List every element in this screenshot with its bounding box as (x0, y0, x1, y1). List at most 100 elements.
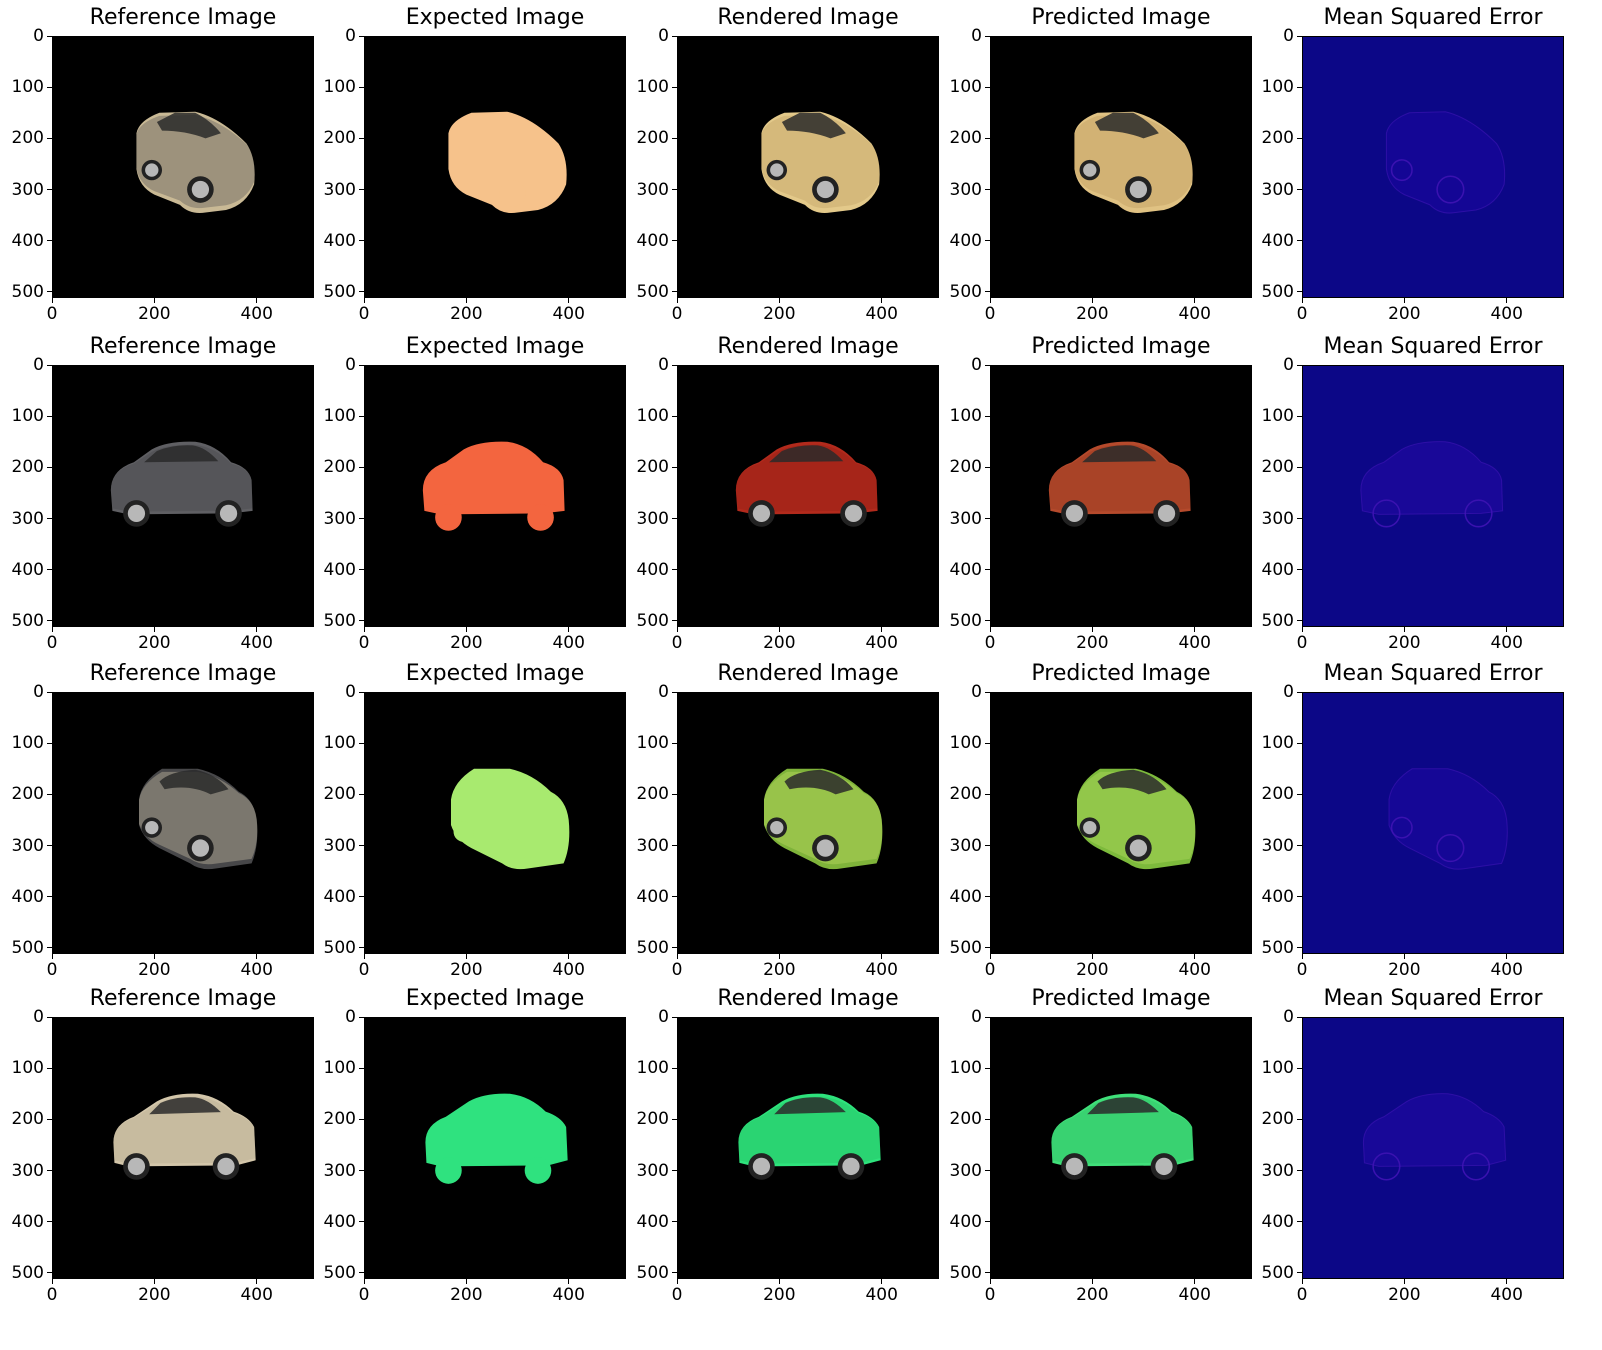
xtick-mark (1301, 954, 1303, 959)
xtick-mark (676, 298, 678, 303)
ytick-label: 200 (11, 128, 44, 149)
xtick-label: 200 (450, 633, 483, 653)
ytick-mark (47, 1067, 52, 1069)
ytick-label: 0 (33, 26, 44, 46)
xtick-mark (1194, 627, 1196, 632)
car-wheel (1390, 159, 1413, 182)
ytick-mark (1297, 947, 1302, 949)
car-body (1048, 441, 1191, 515)
car-rim (1129, 180, 1148, 199)
panel-image (990, 36, 1252, 298)
car-rim (219, 504, 238, 523)
ytick-label: 300 (11, 179, 44, 200)
ytick-label: 0 (971, 682, 982, 702)
car-shape (1362, 1093, 1507, 1181)
car-lower-shade (1074, 114, 1193, 209)
ytick-label: 400 (323, 230, 356, 251)
ytick-mark (985, 364, 990, 366)
car-shape (1074, 111, 1193, 214)
ytick-mark (47, 466, 52, 468)
ytick-mark (985, 569, 990, 571)
xtick-mark (568, 627, 570, 632)
ytick-mark (672, 291, 677, 293)
ytick-label: 400 (636, 230, 669, 251)
car-rim (842, 1157, 860, 1176)
xtick-mark (256, 298, 258, 303)
panel-image (990, 692, 1252, 954)
xtick-label: 200 (450, 1285, 483, 1305)
xtick-mark (778, 954, 780, 959)
ytick-mark (47, 189, 52, 191)
ytick-mark (1297, 291, 1302, 293)
ytick-label: 300 (636, 508, 669, 529)
xtick-label: 400 (865, 960, 898, 980)
car-shape (110, 441, 253, 527)
xtick-label: 200 (1076, 1285, 1109, 1305)
ytick-label: 300 (636, 1160, 669, 1181)
xtick-mark (363, 627, 365, 632)
ytick-label: 100 (11, 406, 44, 427)
panel-image (677, 1017, 939, 1279)
car-rim (145, 163, 159, 177)
xtick-label: 0 (358, 960, 370, 980)
xtick-label: 0 (358, 633, 370, 653)
ytick-mark (47, 240, 52, 242)
ytick-label: 400 (1261, 230, 1294, 251)
xtick-mark (989, 627, 991, 632)
xtick-label: 400 (240, 1285, 273, 1305)
xtick-label: 200 (1388, 960, 1421, 980)
ytick-mark (672, 1118, 677, 1120)
car-body (138, 768, 258, 870)
car-body (735, 441, 878, 515)
xtick-label: 0 (46, 633, 58, 653)
panel-title: Mean Squared Error (1323, 661, 1543, 686)
ytick-label: 500 (323, 281, 356, 302)
ytick-mark (1297, 137, 1302, 139)
xtick-label: 0 (1296, 1285, 1308, 1305)
panel-image (364, 365, 626, 627)
ytick-mark (47, 742, 52, 744)
ytick-label: 400 (11, 559, 44, 580)
image-panel-render (990, 365, 1252, 627)
panel-title: Rendered Image (717, 334, 899, 359)
car-rim (816, 180, 835, 199)
panel-title: Expected Image (405, 661, 585, 686)
xtick-label: 400 (1178, 1285, 1211, 1305)
ytick-label: 300 (323, 179, 356, 200)
car-windows (774, 1097, 846, 1115)
car-rim (752, 1157, 771, 1176)
ytick-mark (985, 947, 990, 949)
car-windows (149, 1097, 221, 1115)
car-body (1388, 768, 1508, 870)
xtick-label: 200 (450, 960, 483, 980)
car-shape (450, 768, 570, 870)
xtick-label: 400 (1178, 304, 1211, 324)
ytick-label: 200 (1261, 457, 1294, 478)
ytick-label: 100 (636, 406, 669, 427)
ytick-mark (985, 35, 990, 37)
panel-title: Predicted Image (1031, 986, 1211, 1011)
xtick-mark (1506, 298, 1508, 303)
ytick-label: 200 (949, 128, 982, 149)
ytick-mark (985, 1170, 990, 1172)
car-rim (1157, 504, 1176, 523)
xtick-mark (153, 1279, 155, 1284)
ytick-mark (985, 1016, 990, 1018)
xtick-label: 200 (1076, 633, 1109, 653)
ytick-label: 200 (323, 784, 356, 805)
ytick-mark (985, 291, 990, 293)
ytick-mark (672, 466, 677, 468)
xtick-label: 400 (552, 1285, 585, 1305)
ytick-label: 400 (949, 559, 982, 580)
ytick-label: 100 (323, 1058, 356, 1079)
panel-image (364, 36, 626, 298)
car-body (136, 111, 255, 214)
ytick-label: 300 (636, 835, 669, 856)
car-body (110, 441, 253, 515)
car-lower-shade (1051, 1096, 1194, 1164)
ytick-label: 500 (636, 937, 669, 958)
ytick-label: 500 (949, 937, 982, 958)
ytick-label: 0 (1283, 682, 1294, 702)
ytick-label: 400 (636, 559, 669, 580)
ytick-mark (359, 1170, 364, 1172)
